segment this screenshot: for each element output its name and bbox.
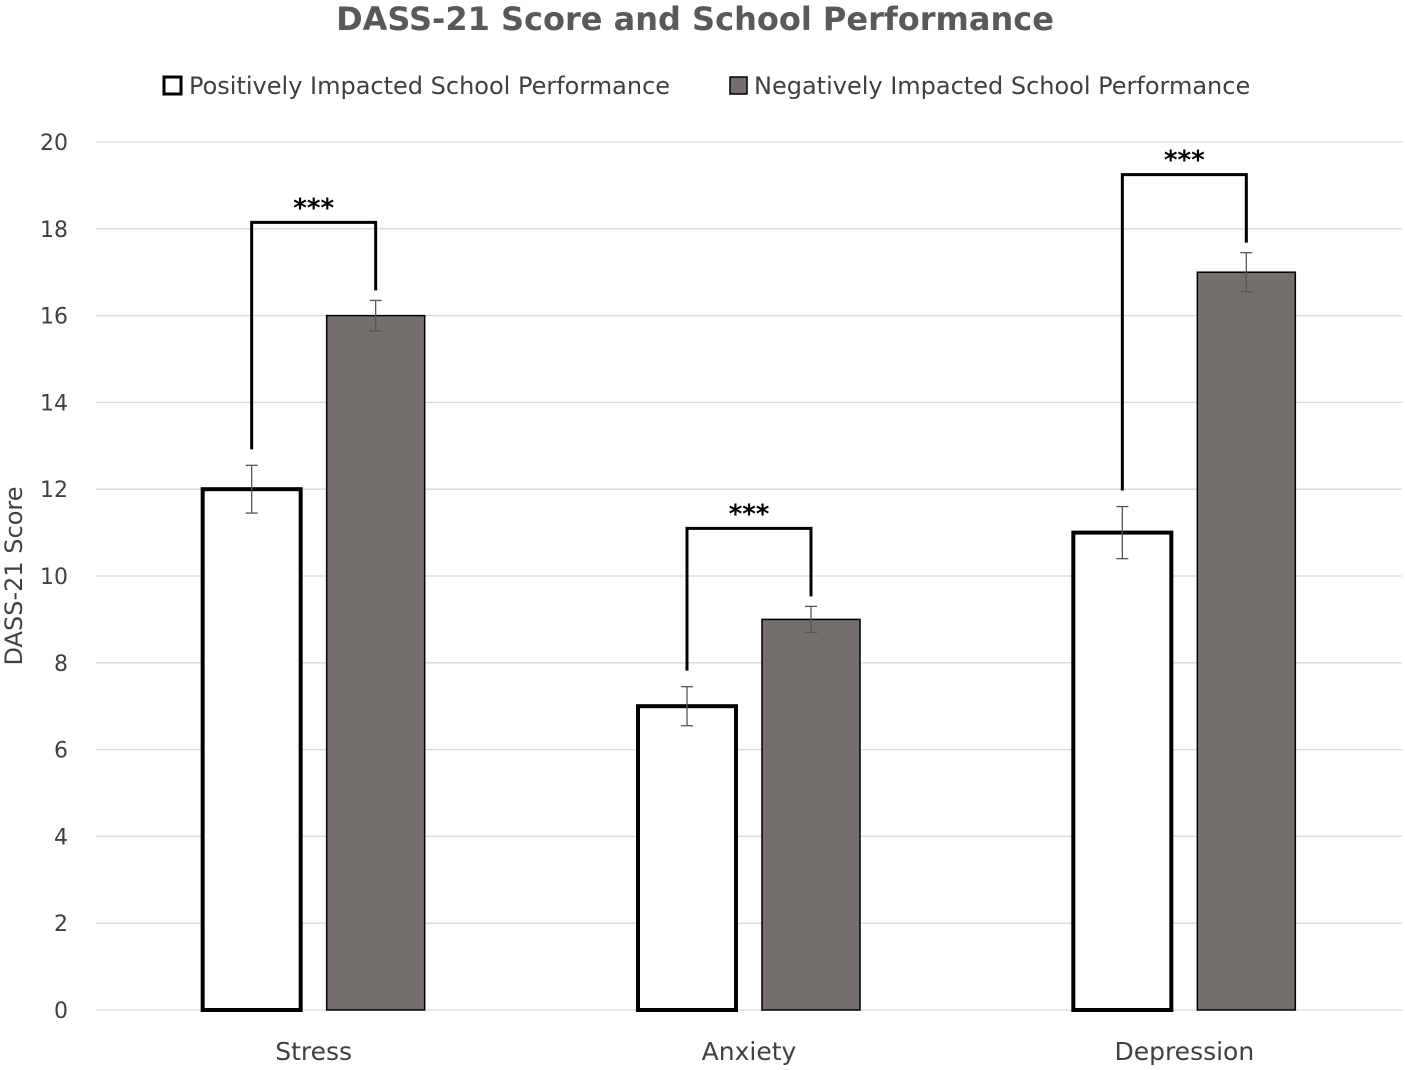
bar-negative (761, 618, 861, 1011)
bars (200, 271, 1297, 1012)
significance-bracket (685, 526, 813, 671)
legend-swatch-negative (729, 76, 748, 95)
significance-label: *** (1164, 146, 1205, 176)
bar-positive (1071, 530, 1174, 1012)
category-labels: Stress Anxiety Depression (275, 1037, 1254, 1066)
y-tick-label: 18 (40, 218, 68, 243)
legend-label-positive: Positively Impacted School Performance (189, 72, 670, 100)
y-tick-labels: 0 2 4 6 8 10 12 14 16 18 20 (40, 131, 68, 1024)
y-tick-label: 4 (54, 825, 68, 850)
gridlines (96, 141, 1402, 1011)
legend-swatch-positive (162, 75, 183, 96)
y-tick-label: 2 (54, 912, 68, 937)
y-tick-label: 16 (40, 305, 68, 330)
y-tick-label: 6 (54, 739, 68, 764)
y-axis-title: DASS-21 Score (0, 487, 28, 666)
bar-positive (200, 487, 303, 1012)
y-tick-label: 0 (54, 999, 68, 1024)
category-label: Anxiety (702, 1037, 797, 1066)
significance-label: *** (729, 499, 770, 529)
bar-positive (636, 704, 738, 1012)
legend: Positively Impacted School Performance N… (162, 72, 1250, 100)
y-tick-label: 14 (40, 391, 68, 416)
category-label: Stress (275, 1037, 352, 1066)
category-label: Depression (1114, 1037, 1254, 1066)
significance-label: *** (293, 193, 334, 223)
bar-negative (325, 314, 426, 1011)
y-tick-label: 10 (40, 565, 68, 590)
significance-brackets: *** *** *** (250, 146, 1248, 671)
error-bars (245, 252, 1253, 727)
y-tick-label: 20 (40, 131, 68, 156)
y-tick-label: 8 (54, 652, 68, 677)
significance-bracket (1120, 173, 1248, 491)
y-tick-label: 12 (40, 478, 68, 503)
bar-negative (1196, 271, 1297, 1011)
significance-bracket (250, 220, 378, 450)
chart-title: DASS-21 Score and School Performance (336, 0, 1054, 38)
legend-label-negative: Negatively Impacted School Performance (754, 72, 1250, 100)
